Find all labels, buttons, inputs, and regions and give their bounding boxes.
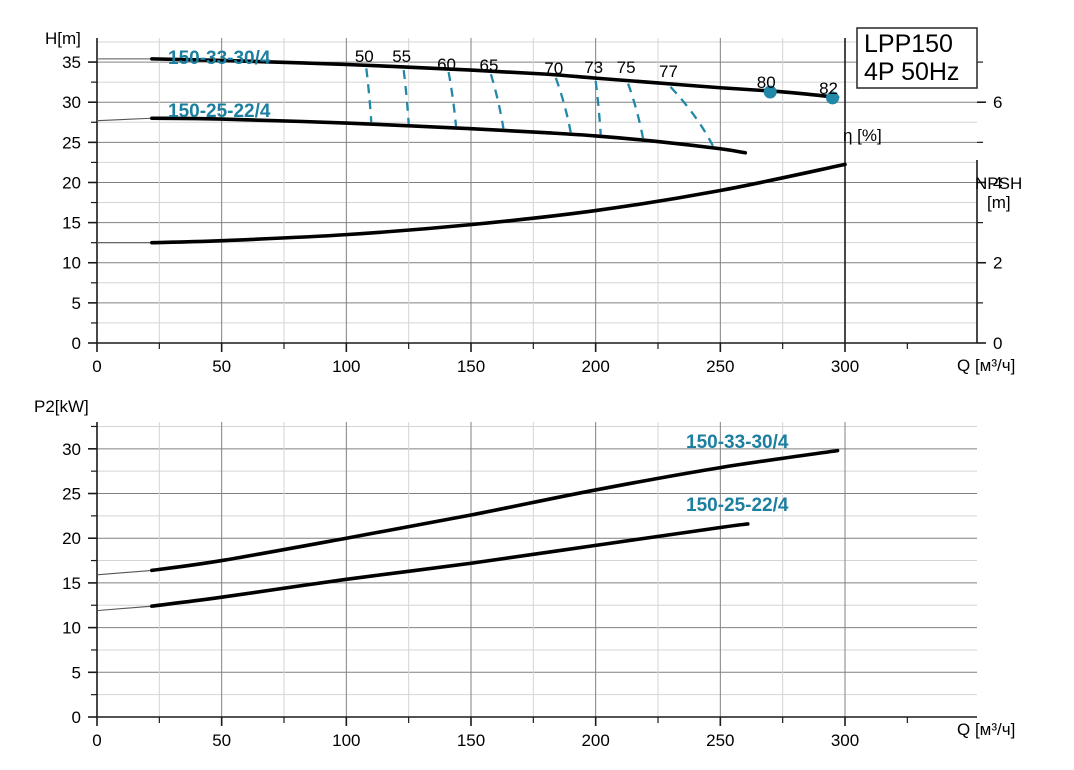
efficiency-label: 55 (392, 47, 411, 66)
bottom-curve-label-1: 150-33-30/4 (686, 432, 789, 453)
iso-efficiency-line-77 (669, 86, 714, 147)
model-name: LPP150 (864, 30, 953, 58)
efficiency-axis-label: η [%] (843, 126, 882, 145)
efficiency-label: 82 (819, 79, 838, 98)
model-title-box: LPP150 4P 50Hz (856, 27, 978, 89)
pump-curve-NPSH (150, 162, 847, 245)
y-tick-label: 0 (72, 334, 81, 353)
y-tick-label: 20 (62, 529, 81, 548)
x-tick-label: 150 (457, 357, 485, 376)
top-x-axis-label: Q [м³/ч] (957, 356, 1015, 375)
efficiency-label: 80 (757, 73, 776, 92)
y-tick-label: 30 (62, 93, 81, 112)
npsh-axis-label: NPSH (975, 174, 1022, 193)
efficiency-label: 65 (479, 56, 498, 75)
top-curve-label-2: 150-25-22/4 (168, 101, 271, 122)
x-tick-label: 100 (332, 731, 360, 750)
y-tick-label: 15 (62, 574, 81, 593)
y-tick-label: 25 (62, 133, 81, 152)
x-tick-label: 50 (212, 357, 231, 376)
top-chart-axes (88, 38, 986, 352)
efficiency-label: 50 (355, 47, 374, 66)
y-tick-label: 15 (62, 214, 81, 233)
y-tick-label: 5 (72, 663, 81, 682)
x-tick-label: 200 (581, 731, 609, 750)
iso-efficiency-line-55 (402, 69, 410, 124)
x-tick-label: 100 (332, 357, 360, 376)
head-npsh-chart: 0 5 10 15 20 25 30 35 0 50 100 150 200 250 300 0 2 4 6 50 55… (45, 27, 1022, 376)
x-tick-label: 300 (831, 731, 859, 750)
x-tick-label: 150 (457, 731, 485, 750)
iso-efficiency-line-60 (447, 71, 458, 127)
npsh-tick-label: 2 (993, 254, 1002, 273)
y-tick-label: 30 (62, 440, 81, 459)
npsh-tick-label: 0 (993, 334, 1002, 353)
bottom-chart-axes (88, 422, 977, 726)
top-chart-text: 0 5 10 15 20 25 30 35 0 50 100 150 200 250 300 0 2 4 6 50 55… (62, 47, 1002, 376)
x-tick-label: 0 (92, 731, 101, 750)
top-curve-label-1: 150-33-30/4 (168, 48, 271, 69)
y-tick-label: 20 (62, 173, 81, 192)
efficiency-label: 70 (544, 59, 563, 78)
iso-efficiency-line-75 (627, 83, 645, 139)
npsh-axis-unit: [m] (987, 193, 1011, 212)
x-tick-label: 50 (212, 731, 231, 750)
npsh-tick-label: 6 (993, 93, 1002, 112)
top-y-axis-label: H[m] (45, 29, 81, 48)
model-spec: 4P 50Hz (864, 58, 959, 86)
pump-curve-leadin (96, 117, 152, 122)
y-tick-label: 10 (62, 254, 81, 273)
model-title-box-frame (856, 27, 978, 89)
pump-curve-150-33-30/4 (150, 448, 840, 573)
x-tick-label: 250 (706, 357, 734, 376)
pump-curve-leadin (96, 569, 152, 576)
x-tick-label: 200 (581, 357, 609, 376)
efficiency-label: 60 (437, 55, 456, 74)
y-tick-label: 10 (62, 619, 81, 638)
x-tick-label: 250 (706, 731, 734, 750)
x-tick-label: 0 (92, 357, 101, 376)
y-tick-label: 5 (72, 294, 81, 313)
npsh-tick-label: 4 (993, 173, 1002, 192)
bottom-x-axis-label: Q [м³/ч] (957, 720, 1015, 739)
duty-point-marker (763, 85, 777, 99)
iso-efficiency-line-50 (365, 68, 373, 123)
bottom-chart-curves (96, 448, 840, 612)
y-tick-label: 35 (62, 53, 81, 72)
duty-point-marker (826, 91, 840, 105)
efficiency-label: 73 (584, 58, 603, 77)
duty-point-markers (763, 85, 840, 105)
pump-curve-150-25-22/4 (150, 522, 750, 608)
y-tick-label: 0 (72, 708, 81, 727)
bottom-chart-gridlines (96, 422, 977, 718)
efficiency-label: 75 (617, 58, 636, 77)
iso-efficiency-lines (365, 68, 714, 147)
bottom-y-axis-label: P2[kW] (34, 397, 89, 416)
iso-efficiency-line-70 (554, 77, 572, 133)
bottom-curve-label-2: 150-25-22/4 (686, 495, 789, 516)
efficiency-label: 77 (659, 62, 678, 81)
y-tick-label: 25 (62, 485, 81, 504)
pump-curve-leadin (96, 605, 152, 612)
iso-efficiency-line-65 (489, 73, 505, 129)
iso-efficiency-line-73 (594, 80, 602, 135)
pump-curve-150-25-22/4 (150, 116, 748, 155)
x-tick-label: 300 (831, 357, 859, 376)
